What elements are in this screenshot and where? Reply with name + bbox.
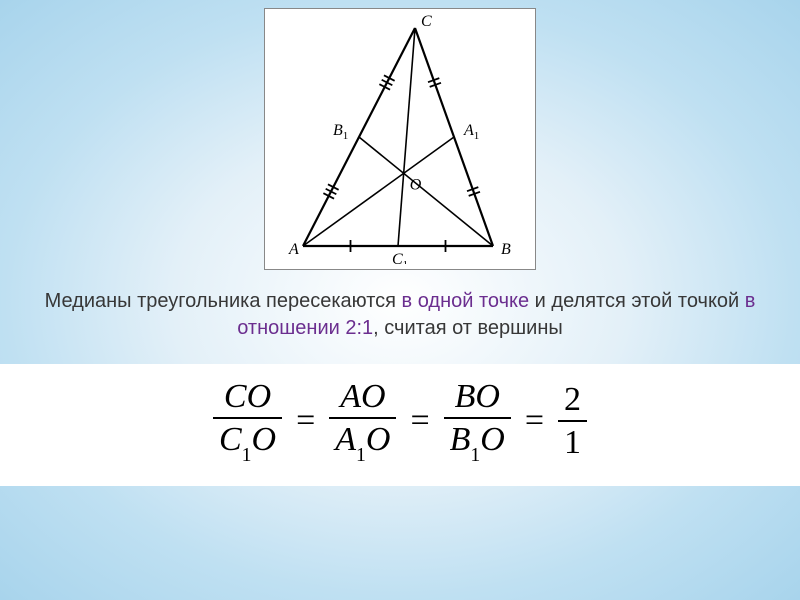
fraction: AOA1O (329, 378, 396, 464)
svg-text:A: A (288, 241, 299, 258)
svg-text:C: C (421, 14, 432, 30)
triangle-svg: A B C A1 B1 C1 O (275, 14, 525, 264)
svg-text:B: B (501, 241, 511, 258)
svg-text:A1: A1 (463, 122, 479, 142)
equals-sign: = (410, 402, 429, 440)
fraction: COC1O (213, 378, 282, 464)
slide: A B C A1 B1 C1 O Медианы треугольника пересека… (0, 0, 800, 600)
equals-sign: = (296, 402, 315, 440)
fraction: 21 (558, 381, 587, 462)
theorem-caption: Медианы треугольника пересекаются в одно… (40, 288, 760, 342)
caption-part-3: , считая от вершины (373, 317, 563, 339)
formula-panel: COC1O = AOA1O = BOB1O = 21 (0, 364, 800, 486)
centroid-ratio-formula: COC1O = AOA1O = BOB1O = 21 (207, 378, 593, 464)
caption-part-1: Медианы треугольника пересекаются (45, 290, 402, 312)
equals-sign: = (525, 402, 544, 440)
svg-text:O: O (410, 176, 422, 193)
svg-text:C1: C1 (392, 251, 408, 264)
caption-highlight-1: в одной точке (402, 290, 530, 312)
triangle-diagram: A B C A1 B1 C1 O (264, 8, 536, 270)
svg-text:B1: B1 (333, 122, 348, 142)
caption-part-2: и делятся этой точкой (529, 290, 745, 312)
fraction: BOB1O (444, 378, 511, 464)
